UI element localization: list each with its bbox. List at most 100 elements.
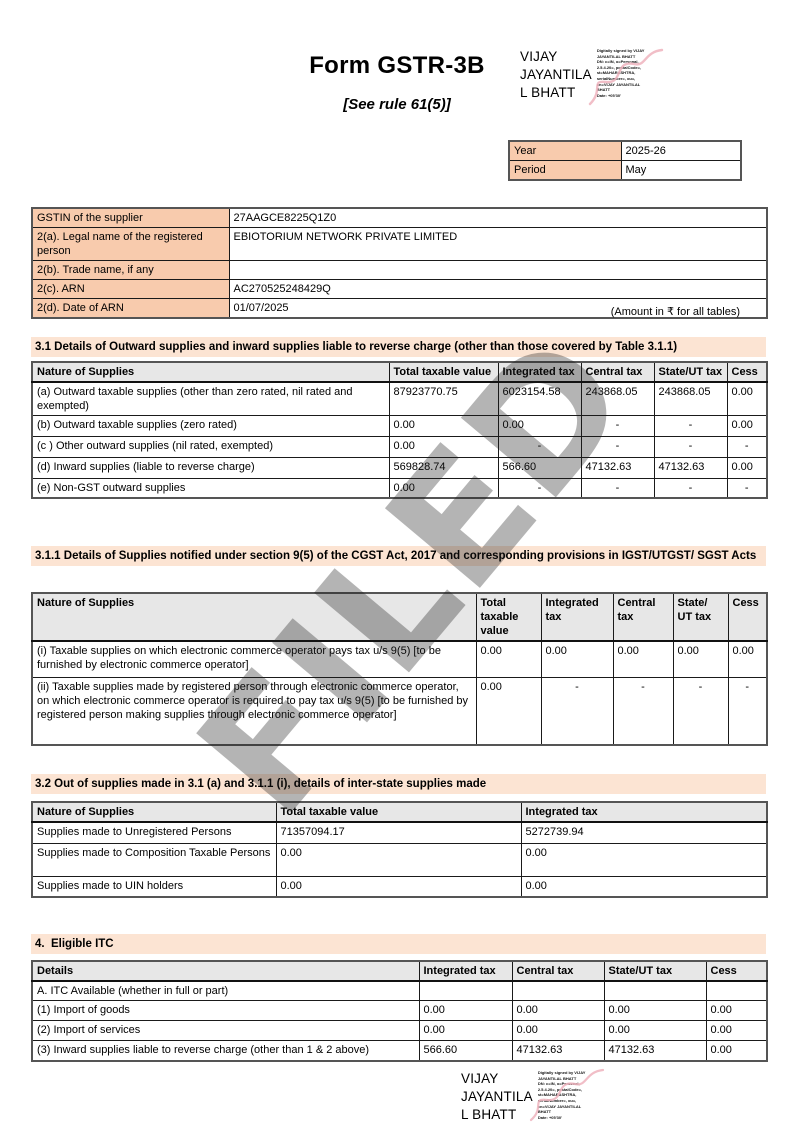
value-cell: AC270525248429Q <box>228 279 768 300</box>
value-cell: 0.00 <box>520 842 768 877</box>
value-cell: 566.60 <box>418 1040 513 1062</box>
section-3-1-1-table: Nature of Supplies Total taxable value I… <box>31 592 768 747</box>
value-cell: 0.00 <box>275 875 522 898</box>
row-label-cell: Supplies made to UIN holders <box>31 875 277 898</box>
value-cell: 0.00 <box>612 640 674 678</box>
table-row: Supplies made to UIN holders 0.00 0.00 <box>31 875 768 898</box>
table-row: (e) Non-GST outward supplies 0.00 - - - … <box>31 478 768 499</box>
value-cell: 0.00 <box>603 1000 707 1022</box>
value-cell: 87923770.75 <box>388 381 499 417</box>
table-row: (c ) Other outward supplies (nil rated, … <box>31 436 768 459</box>
row-label-cell: (2) Import of services <box>31 1020 420 1042</box>
column-header: State/UT tax <box>603 960 707 983</box>
value-cell: - <box>497 478 582 499</box>
value-cell: 0.00 <box>418 1020 513 1042</box>
value-cell: 47132.63 <box>603 1040 707 1062</box>
value-cell: 47132.63 <box>580 457 655 480</box>
value-cell: 0.00 <box>511 1020 605 1042</box>
value-cell: - <box>672 676 729 746</box>
section-3-1-heading: 3.1 Details of Outward supplies and inwa… <box>31 337 766 358</box>
section-3-1-table: Nature of Supplies Total taxable value I… <box>31 361 768 500</box>
table-row: (ii) Taxable supplies made by registered… <box>31 676 768 746</box>
value-cell: - <box>653 478 728 499</box>
value-cell: 0.00 <box>475 640 542 678</box>
column-header: Integrated tax <box>418 960 513 983</box>
digital-signature-top: VIJAY JAYANTILA L BHATT Digitally signed… <box>520 48 667 106</box>
value-cell: 0.00 <box>705 1020 768 1042</box>
row-label-cell: (b) Outward taxable supplies (zero rated… <box>31 415 390 438</box>
column-header: Nature of Supplies <box>31 592 477 643</box>
signatory-name: VIJAY JAYANTILA L BHATT <box>461 1071 533 1122</box>
row-label-cell: A. ITC Available (whether in full or par… <box>31 980 420 1002</box>
table-row: (1) Import of goods 0.00 0.00 0.00 0.00 <box>31 1000 768 1022</box>
row-label-cell: 2(b). Trade name, if any <box>31 260 230 281</box>
table-header-row: Nature of Supplies Total taxable value I… <box>31 801 768 824</box>
table-header-row: Details Integrated tax Central tax State… <box>31 960 768 983</box>
section-4-table: Details Integrated tax Central tax State… <box>31 960 768 1062</box>
row-label-cell: (i) Taxable supplies on which electronic… <box>31 640 477 678</box>
column-header: Integrated tax <box>520 801 768 824</box>
value-cell: 0.00 <box>603 1020 707 1042</box>
table-row: 2(d). Date of ARN 01/07/2025 <box>31 298 768 319</box>
page-subtitle: [See rule 61(5)] <box>343 96 451 113</box>
supplier-table: GSTIN of the supplier 27AAGCE8225Q1Z0 2(… <box>31 207 768 320</box>
value-cell: 0.00 <box>497 415 582 438</box>
value-cell: 0.00 <box>726 457 768 480</box>
column-header: Total taxable value <box>475 592 542 643</box>
value-cell: 71357094.17 <box>275 821 522 844</box>
row-label-cell: (1) Import of goods <box>31 1000 420 1022</box>
value-cell: 0.00 <box>388 436 499 459</box>
signatory-name: VIJAY JAYANTILA L BHATT <box>520 49 592 100</box>
row-label-cell: (c ) Other outward supplies (nil rated, … <box>31 436 390 459</box>
value-cell: 47132.63 <box>511 1040 605 1062</box>
column-header: Total taxable value <box>388 361 499 384</box>
section-3-2-table: Nature of Supplies Total taxable value I… <box>31 801 768 899</box>
value-cell: - <box>497 436 582 459</box>
empty-cell <box>418 980 513 1002</box>
column-header: State/ UT tax <box>672 592 729 643</box>
table-row: Supplies made to Unregistered Persons 71… <box>31 821 768 844</box>
section-3-2-heading: 3.2 Out of supplies made in 3.1 (a) and … <box>31 774 766 795</box>
row-label-cell: (a) Outward taxable supplies (other than… <box>31 381 390 417</box>
value-cell: 0.00 <box>418 1000 513 1022</box>
value-cell: 01/07/2025 <box>228 298 768 319</box>
digital-signature-bottom: VIJAY JAYANTILA L BHATT Digitally signed… <box>461 1068 608 1123</box>
column-header: Central tax <box>511 960 605 983</box>
value-cell: 0.00 <box>388 478 499 499</box>
value-cell: - <box>540 676 614 746</box>
value-cell: - <box>726 436 768 459</box>
table-row: (a) Outward taxable supplies (other than… <box>31 381 768 417</box>
value-cell: - <box>580 415 655 438</box>
value-cell: 243868.05 <box>580 381 655 417</box>
column-header: Details <box>31 960 420 983</box>
value-cell: 0.00 <box>672 640 729 678</box>
table-row: Period May <box>508 160 742 181</box>
value-cell: - <box>653 436 728 459</box>
value-cell: May <box>620 160 742 181</box>
value-cell: 27AAGCE8225Q1Z0 <box>228 207 768 229</box>
value-cell: 569828.74 <box>388 457 499 480</box>
value-cell: 0.00 <box>520 875 768 898</box>
amount-note: (Amount in ₹ for all tables) <box>610 306 740 318</box>
value-cell: 2025-26 <box>620 140 742 162</box>
row-label-cell: 2(d). Date of ARN <box>31 298 230 319</box>
value-cell: - <box>612 676 674 746</box>
table-row: (b) Outward taxable supplies (zero rated… <box>31 415 768 438</box>
table-row: (d) Inward supplies (liable to reverse c… <box>31 457 768 480</box>
page-title: Form GSTR-3B <box>309 52 485 79</box>
value-cell: 0.00 <box>388 415 499 438</box>
value-cell: 0.00 <box>705 1000 768 1022</box>
value-cell: 0.00 <box>475 676 542 746</box>
column-header: State/UT tax <box>653 361 728 384</box>
column-header: Cess <box>705 960 768 983</box>
empty-cell <box>603 980 707 1002</box>
signature-certificate-text: Digitally signed by VIJAY JAYANTILAL BHA… <box>537 1070 586 1120</box>
table-row: (i) Taxable supplies on which electronic… <box>31 640 768 678</box>
empty-cell <box>705 980 768 1002</box>
table-subheader-row: A. ITC Available (whether in full or par… <box>31 980 768 1002</box>
value-cell: 0.00 <box>275 842 522 877</box>
empty-cell <box>511 980 605 1002</box>
value-cell: - <box>580 436 655 459</box>
value-cell: 0.00 <box>540 640 614 678</box>
value-cell: 5272739.94 <box>520 821 768 844</box>
